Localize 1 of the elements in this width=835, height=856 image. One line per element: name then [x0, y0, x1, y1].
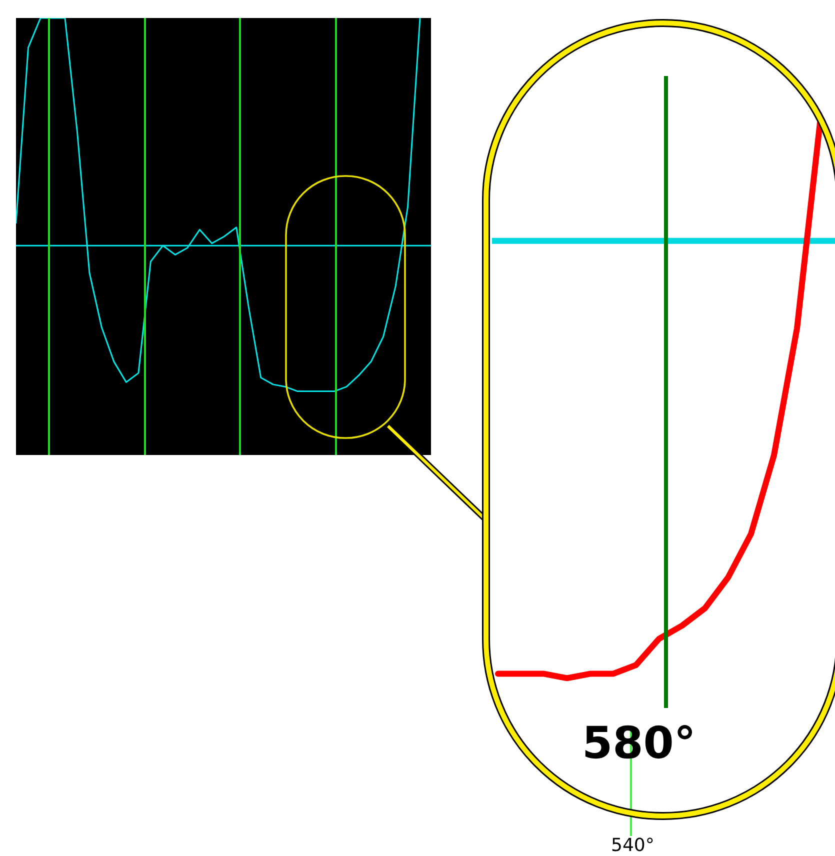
text: 540° — [611, 835, 654, 856]
